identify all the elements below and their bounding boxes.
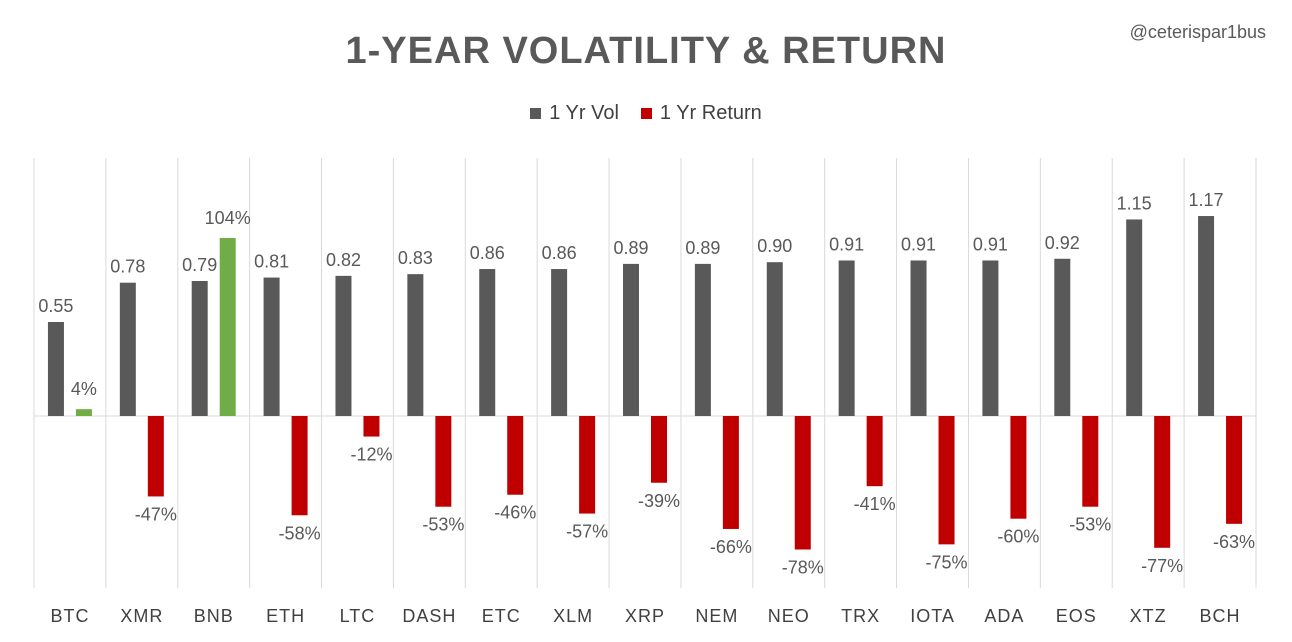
category-label: ETC [482, 606, 521, 626]
return-label: -41% [854, 494, 896, 514]
category-label: XTZ [1130, 606, 1167, 626]
vol-label: 0.79 [182, 255, 217, 275]
attribution: @ceterispar1bus [1129, 22, 1266, 42]
return-label: -58% [279, 523, 321, 543]
return-bar [75, 409, 92, 416]
return-bar [794, 416, 811, 550]
category-label: BNB [194, 606, 234, 626]
return-bar [1154, 416, 1171, 548]
vol-label: 0.83 [398, 248, 433, 268]
category-label: NEM [695, 606, 738, 626]
legend-label-return: 1 Yr Return [659, 102, 762, 124]
return-bar [435, 416, 452, 507]
category-label: XLM [553, 606, 593, 626]
return-label: -53% [422, 515, 464, 535]
return-label: -78% [782, 558, 824, 578]
vol-label: 0.55 [38, 296, 73, 316]
return-label: -57% [566, 522, 608, 542]
legend-swatch-return [640, 108, 652, 119]
vol-label: 0.82 [326, 250, 361, 270]
return-label: -12% [350, 445, 392, 465]
vol-label: 0.81 [254, 252, 289, 272]
vol-bar [551, 269, 568, 416]
return-bar [219, 238, 236, 416]
return-bar [938, 416, 955, 545]
return-bar [866, 416, 883, 487]
vol-label: 0.89 [613, 238, 648, 258]
return-label: -53% [1069, 515, 1111, 535]
return-bar [363, 416, 380, 437]
vol-label: 0.86 [470, 243, 505, 263]
vol-bar [982, 260, 999, 416]
legend: 1 Yr Vol 1 Yr Return [0, 102, 1292, 125]
vol-bar [335, 275, 352, 416]
return-label: -66% [710, 537, 752, 557]
category-label: EOS [1056, 606, 1097, 626]
return-bar [651, 416, 667, 483]
vol-bar [1126, 219, 1143, 416]
vol-bar [1198, 216, 1215, 416]
category-label: XRP [625, 606, 665, 626]
vol-label: 0.78 [110, 257, 145, 277]
return-label: -46% [494, 503, 536, 523]
vol-label: 0.91 [973, 234, 1008, 254]
vol-label: 0.91 [829, 234, 864, 254]
vol-label: 0.92 [1045, 233, 1080, 253]
return-bar [1226, 416, 1243, 524]
vol-bar [47, 322, 64, 416]
vol-bar [838, 260, 855, 416]
return-bar [1010, 416, 1027, 519]
category-label: NEO [768, 606, 810, 626]
legend-label-vol: 1 Yr Vol [549, 102, 619, 124]
category-label: XMR [120, 606, 163, 626]
vol-label: 0.91 [901, 234, 936, 254]
category-label: IOTA [910, 606, 955, 626]
vol-label: 1.17 [1189, 190, 1224, 210]
vol-bar [623, 263, 639, 416]
vol-label: 0.86 [542, 243, 577, 263]
vol-bar [263, 277, 280, 416]
return-bar [579, 416, 596, 514]
legend-swatch-vol [530, 108, 542, 119]
vol-label: 1.15 [1117, 193, 1152, 213]
vol-bar [694, 263, 711, 416]
vol-bar [479, 269, 496, 416]
return-label: 104% [205, 208, 251, 228]
vol-bar [910, 260, 927, 416]
category-label: BTC [50, 606, 89, 626]
return-bar [291, 416, 308, 516]
return-bar [1082, 416, 1099, 507]
return-bar [147, 416, 164, 497]
category-label: LTC [340, 606, 376, 626]
category-label: TRX [841, 606, 880, 626]
return-bar [507, 416, 524, 495]
return-label: -47% [135, 504, 177, 524]
legend-item-vol: 1 Yr Vol [530, 102, 619, 125]
vol-bar [1054, 258, 1071, 416]
return-label: -39% [638, 491, 680, 511]
return-label: -77% [1141, 556, 1183, 576]
chart-title: 1-YEAR VOLATILITY & RETURN [345, 30, 947, 72]
return-label: -60% [997, 527, 1039, 547]
category-label: ETH [266, 606, 305, 626]
vol-bar [766, 262, 783, 416]
vol-bar [191, 280, 208, 416]
return-label: 4% [71, 379, 97, 399]
return-bar [722, 416, 739, 529]
legend-item-return: 1 Yr Return [640, 102, 762, 125]
vol-label: 0.89 [685, 238, 720, 258]
vol-bar [407, 274, 424, 416]
category-label: ADA [984, 606, 1024, 626]
category-label: BCH [1200, 606, 1241, 626]
vol-bar [119, 282, 136, 416]
category-label: DASH [402, 606, 456, 626]
vol-label: 0.90 [757, 236, 792, 256]
return-label: -63% [1213, 532, 1255, 552]
return-label: -75% [926, 552, 968, 572]
